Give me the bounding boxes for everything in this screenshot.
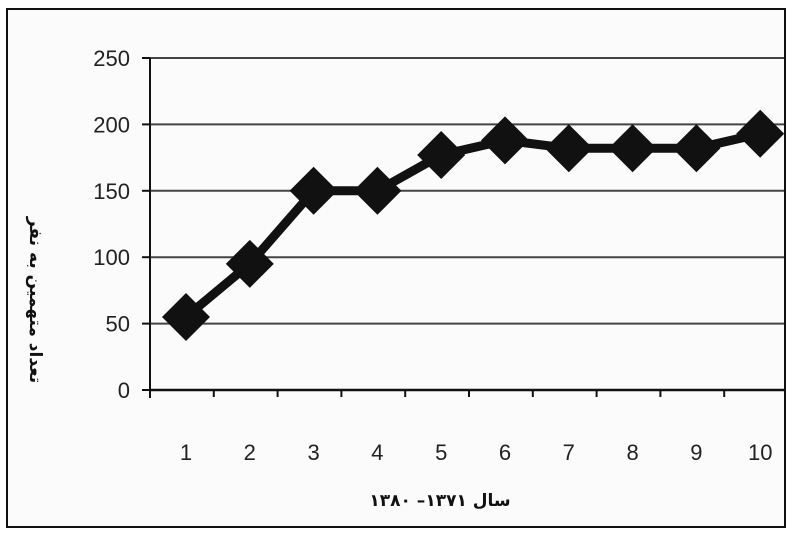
chart-frame <box>6 8 786 528</box>
y-tick-label: 0 <box>118 378 130 403</box>
x-tick-label: 10 <box>748 440 772 465</box>
x-tick-label: 8 <box>626 440 638 465</box>
series-polyline <box>183 129 762 321</box>
x-tick-label: 6 <box>499 440 511 465</box>
series-line <box>183 129 762 321</box>
y-tick-label: 200 <box>93 112 130 137</box>
data-point-diamond <box>544 124 593 173</box>
y-tick-label: 100 <box>93 245 130 270</box>
data-point-diamond <box>736 109 785 158</box>
y-tick-label: 150 <box>93 179 130 204</box>
x-tick-label: 7 <box>563 440 575 465</box>
x-axis-title: سال ۱۳۷۱– ۱۳۸۰ <box>369 491 510 511</box>
grid-lines <box>150 57 784 325</box>
data-point-diamond <box>353 166 402 215</box>
data-point-diamond <box>289 166 338 215</box>
data-point-diamond <box>162 292 210 341</box>
x-tick-label: 2 <box>244 440 256 465</box>
axes <box>142 57 784 398</box>
x-tick-label: 3 <box>307 440 319 465</box>
y-axis-title: تعداد متهمین به نفر <box>25 216 45 383</box>
data-points <box>162 109 785 341</box>
data-point-diamond <box>225 239 274 288</box>
x-tick-labels: 1 2 3 4 5 6 7 8 9 10 <box>180 440 773 465</box>
data-point-diamond <box>417 130 466 179</box>
y-tick-label: 50 <box>106 312 130 337</box>
y-tick-label: 250 <box>93 46 130 71</box>
x-tick-label: 1 <box>180 440 192 465</box>
x-tick-label: 5 <box>435 440 447 465</box>
x-tick-label: 4 <box>371 440 383 465</box>
x-tick-label: 9 <box>690 440 702 465</box>
data-point-diamond <box>481 116 529 165</box>
data-point-diamond <box>608 124 657 173</box>
data-point-diamond <box>672 124 721 173</box>
y-tick-labels: 0 50 100 150 200 250 <box>93 46 130 403</box>
